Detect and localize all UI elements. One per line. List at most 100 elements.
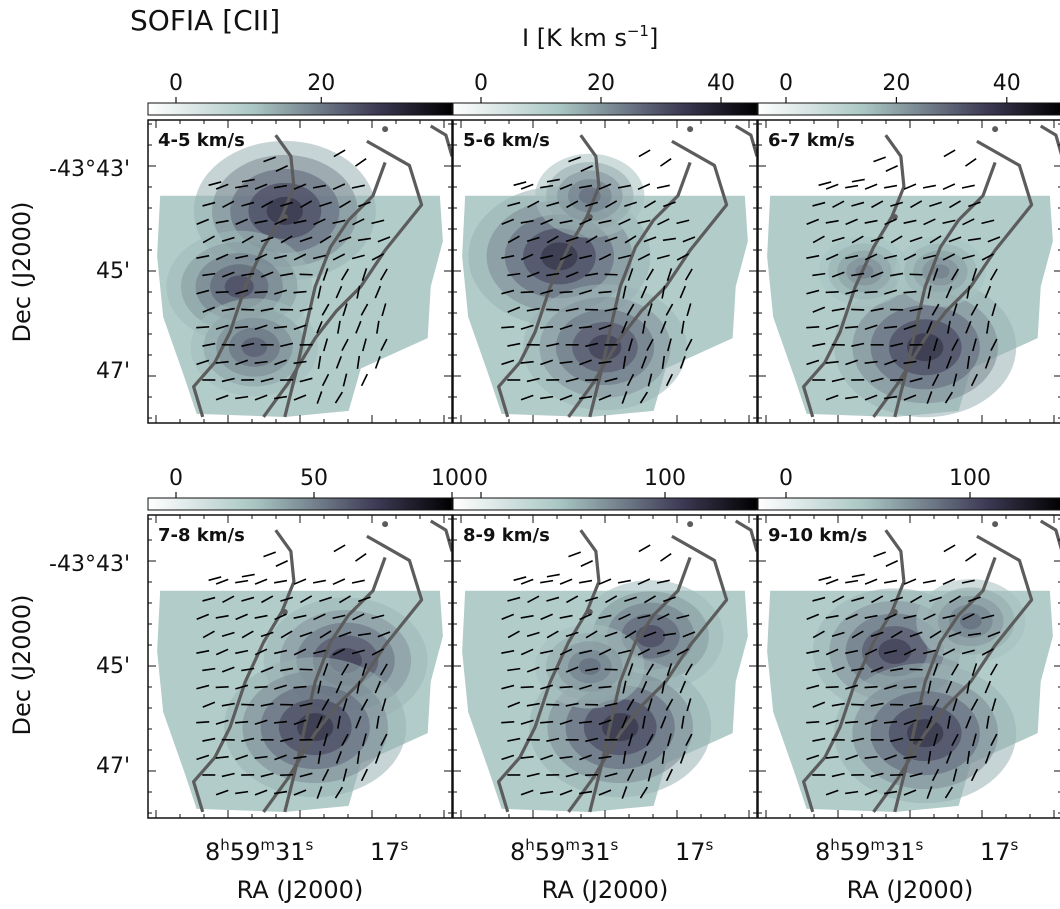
polarization-vector [299,702,313,707]
contour-line [588,556,692,813]
polarization-vector [319,630,332,639]
dec-tick-47: 47' [96,754,130,779]
polarization-vector [927,750,932,764]
polarization-vector [864,685,878,689]
ra-labels-2: 8h59m31s 17s RA (J2000) [815,836,1019,904]
polarization-vector [903,614,917,619]
polarization-vector [806,649,820,654]
polarization-vector [962,218,975,226]
polarization-vector [507,630,520,639]
polarization-vector [639,391,649,404]
polarization-vector [293,578,307,585]
polarization-vector [215,685,229,689]
polarization-vector [215,290,229,294]
polarization-vector [540,790,554,795]
polarization-vector [540,613,553,621]
polarization-vector [221,307,235,312]
polarization-vector [507,201,521,207]
colorbar-gradient [452,102,758,116]
polarization-vector [540,184,554,189]
polarization-vector [890,235,903,244]
polarization-vector [951,338,959,351]
polarization-vector [559,755,573,759]
polarization-vector [300,200,313,209]
polarization-vector [676,614,690,620]
polarization-vector [215,614,229,619]
polarization-vector [527,595,540,603]
polarization-vector [981,253,994,261]
polarization-vector [501,254,515,259]
colorbar-gradient [757,497,1060,511]
polarization-vector [540,254,554,260]
polarization-vector [948,236,962,243]
polarization-vector [679,285,687,299]
polarization-vector [235,613,248,621]
polarization-vector [374,356,381,369]
svg-text:17s: 17s [675,836,714,866]
polarization-vector [966,285,971,299]
polarization-vector [598,324,612,331]
polarization-vector [645,663,655,676]
polarization-vector [949,595,961,604]
colorbar-tick-label: 40 [707,71,735,96]
polarization-vector [317,750,322,764]
polarization-vector [884,754,897,761]
polarization-vector [806,254,820,259]
polarization-vector [293,614,307,619]
polarization-vector [647,303,653,317]
polarization-vector [321,768,330,782]
polarization-vector [274,684,287,690]
polarization-vector [526,772,540,778]
polarization-vector [903,290,917,294]
polarization-vector [622,680,627,694]
polarization-vector [520,578,534,585]
colorbar-tick-label: 50 [300,466,328,491]
polarization-vector [665,698,674,711]
polarization-vector [333,544,346,553]
polarization-vector [338,631,352,638]
polarization-vector [806,721,820,724]
polarization-vector [621,391,628,404]
polarization-vector [322,268,329,281]
polarization-vector [944,391,954,404]
polarization-vector [235,218,248,226]
colorbar-gradient [757,102,1060,116]
polarization-vector [293,685,307,689]
polarization-vector [507,272,521,277]
polarization-vector [319,596,332,603]
polarization-vector [627,663,634,676]
polarization-vector [970,303,979,316]
polarization-vector [254,578,268,585]
contour-line [192,529,296,813]
polarization-vector [280,630,293,639]
contour-dot [382,126,389,133]
polarization-vector [682,236,696,243]
polarization-vector [945,285,953,299]
polarization-vector [202,667,216,672]
colorbar-tick-label: 100 [431,466,473,491]
polarization-vector [870,666,884,673]
polarization-vector [322,663,329,676]
polarization-vector [356,285,361,299]
figure-title: SOFIA [CII] [130,4,280,37]
contour-dot [586,608,593,615]
polarization-vector [605,595,618,604]
polarization-vector [565,271,579,278]
polarization-vector [540,649,554,655]
polarization-vector [371,253,384,261]
polarization-vector [825,360,839,364]
polarization-vector [319,201,332,208]
polarization-vector [241,235,254,244]
contour-dot [687,126,694,133]
polarization-vector [870,702,884,707]
polarization-vector [322,338,329,352]
polarization-vector [351,649,365,655]
polarization-vector [864,324,878,331]
polarization-vector [950,663,960,676]
contour-dot [992,521,999,528]
polarization-vector [989,268,998,281]
polarization-vector [943,544,956,553]
polarization-vector [903,324,917,331]
polarization-vector [254,324,268,331]
